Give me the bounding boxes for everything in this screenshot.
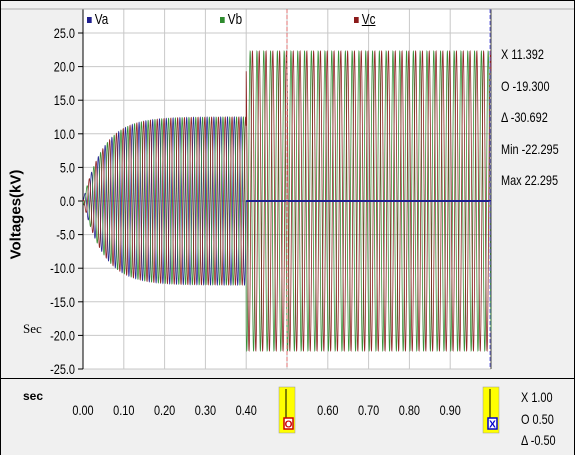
legend-va[interactable]: Va [87,11,108,28]
readout-min: Min -22.295 [501,141,559,157]
cursor-o-handle-box [283,417,294,430]
vb-swatch [220,17,225,24]
x-tick-label: 0.20 [154,403,175,419]
readout-delta: Δ -30.692 [501,109,548,125]
y-tick-label: -20.0 [50,328,75,344]
cursor-x-handle[interactable]: X [482,386,500,434]
y-tick-label: 15.0 [54,93,75,109]
voltage-plot[interactable]: 25.0 20.0 15.0 10.0 5.0 0.0 -5.0 -10.0 -15.0 -20.… [1,1,574,377]
cursor-o-handle[interactable]: O [278,386,296,434]
y-tick-label: -5.0 [56,227,75,243]
y-tick-label: -25.0 [50,362,75,377]
waveform-panel: 25.0 20.0 15.0 10.0 5.0 0.0 -5.0 -10.0 -15.0 -20.… [1,1,574,377]
y-tick-label: 10.0 [54,127,75,143]
y-tick-label: 5.0 [60,160,75,176]
x-tick-label: 0.70 [358,403,379,419]
readout-max: Max 22.295 [501,172,559,188]
legend-vb[interactable]: Vb [220,11,242,28]
readout-o: O -19.300 [501,78,550,94]
x-tick-label: 0.40 [236,403,257,419]
y-tick-label: -10.0 [50,261,75,277]
sec-label: Sec [23,321,42,336]
bottom-readout-x: X 1.00 [521,389,553,405]
y-tick-label: 0.0 [60,194,75,210]
time-axis-panel: 0.000.100.200.300.4000.600.700.800.90OX … [1,378,574,455]
x-tick-label: 0.30 [195,403,216,419]
y-tick-label: 20.0 [54,59,75,75]
x-tick-label: 0.00 [72,403,93,419]
y-tick-label: 25.0 [54,26,75,42]
vc-swatch [354,17,359,24]
bottom-readout-o: O 0.50 [521,411,554,427]
x-tick-label: 0.10 [113,403,134,419]
readout-x: X 11.392 [501,46,544,62]
x-tick-label: 0.80 [399,403,420,419]
cursor-o-handle-label: O [285,420,293,431]
y-tick-label: -15.0 [50,295,75,311]
x-tick-label: 0.60 [317,403,338,419]
cursor-x-handle-box [487,417,498,430]
y-axis-label: Voltages(kV) [7,169,25,260]
bottom-readout-delta: Δ -0.50 [521,432,556,448]
sec-axis-label: sec [23,389,44,403]
cursor-x-handle-label: X [489,420,496,431]
x-tick-label: 0.90 [440,403,461,419]
va-swatch [87,17,92,24]
legend-vc[interactable]: Vc [354,11,375,28]
